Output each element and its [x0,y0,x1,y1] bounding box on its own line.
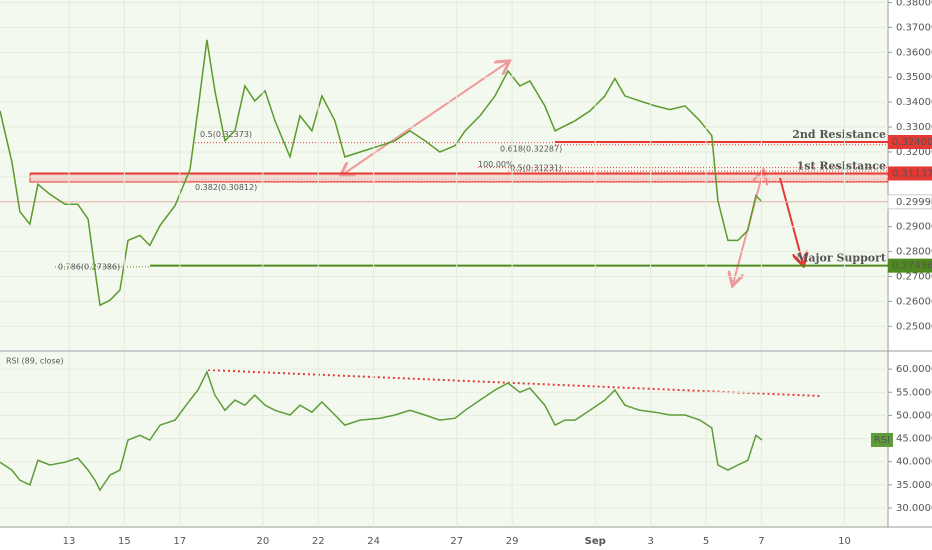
level-value: 0.32400 [892,137,932,148]
x-tick-label: 7 [758,536,764,547]
last-price-badge [887,194,932,210]
x-tick-label: 17 [173,536,186,547]
x-tick-label: Sep [585,536,606,547]
series-line [0,39,763,307]
x-tick-label: 22 [312,536,325,547]
x-tick-label: 20 [256,536,269,547]
fib-label: 0.786(0.27386) [58,262,120,271]
level-value: 0.31137 [892,168,932,179]
level-name: 1st Resistance [797,159,886,172]
last-price-label: 0.29998 [896,197,932,208]
level-name: 2nd Resistance [792,128,886,141]
fib-label: 0.5(0.32373) [200,130,252,139]
y-tick-label: 50.0000 [896,410,932,421]
x-tick-label: 5 [703,536,709,547]
y-tick-label: 40.0000 [896,457,932,468]
y-tick-label: 55.0000 [896,387,932,398]
x-tick-label: 10 [838,536,851,547]
x-tick-label: 29 [506,536,519,547]
y-tick-label: 35.0000 [896,480,932,491]
y-tick-label: 30.0000 [896,503,932,514]
level-badge [888,258,932,273]
series-line [0,369,763,492]
rsi-badge [871,432,893,447]
level-value: 0.27436 [892,261,932,272]
forecast-arrow [779,177,803,264]
rsi-badge-label: RSI [874,435,890,446]
fib-label: 100.00% [478,160,514,169]
fib-label: 0.5(0.31231) [510,164,562,173]
x-tick-label: 3 [647,536,653,547]
x-tick-label: 27 [450,536,463,547]
level-name: Major Support [796,252,887,265]
rsi-title: RSI (89, close) [6,357,64,366]
resistance-zone [29,173,889,183]
y-tick-label: 45.0000 [896,434,932,445]
level-badge [888,134,932,149]
x-tick-label: 15 [118,536,131,547]
level-badge [888,166,932,181]
projection-arrow [342,62,508,175]
x-tick-label: 24 [367,536,380,547]
fib-label: 0.382(0.30812) [195,183,257,192]
y-tick-label: 60.0000 [896,364,932,375]
rsi-trendline [207,369,821,397]
fib-label: 0.618(0.32287) [500,144,562,153]
x-tick-label: 13 [63,536,76,547]
